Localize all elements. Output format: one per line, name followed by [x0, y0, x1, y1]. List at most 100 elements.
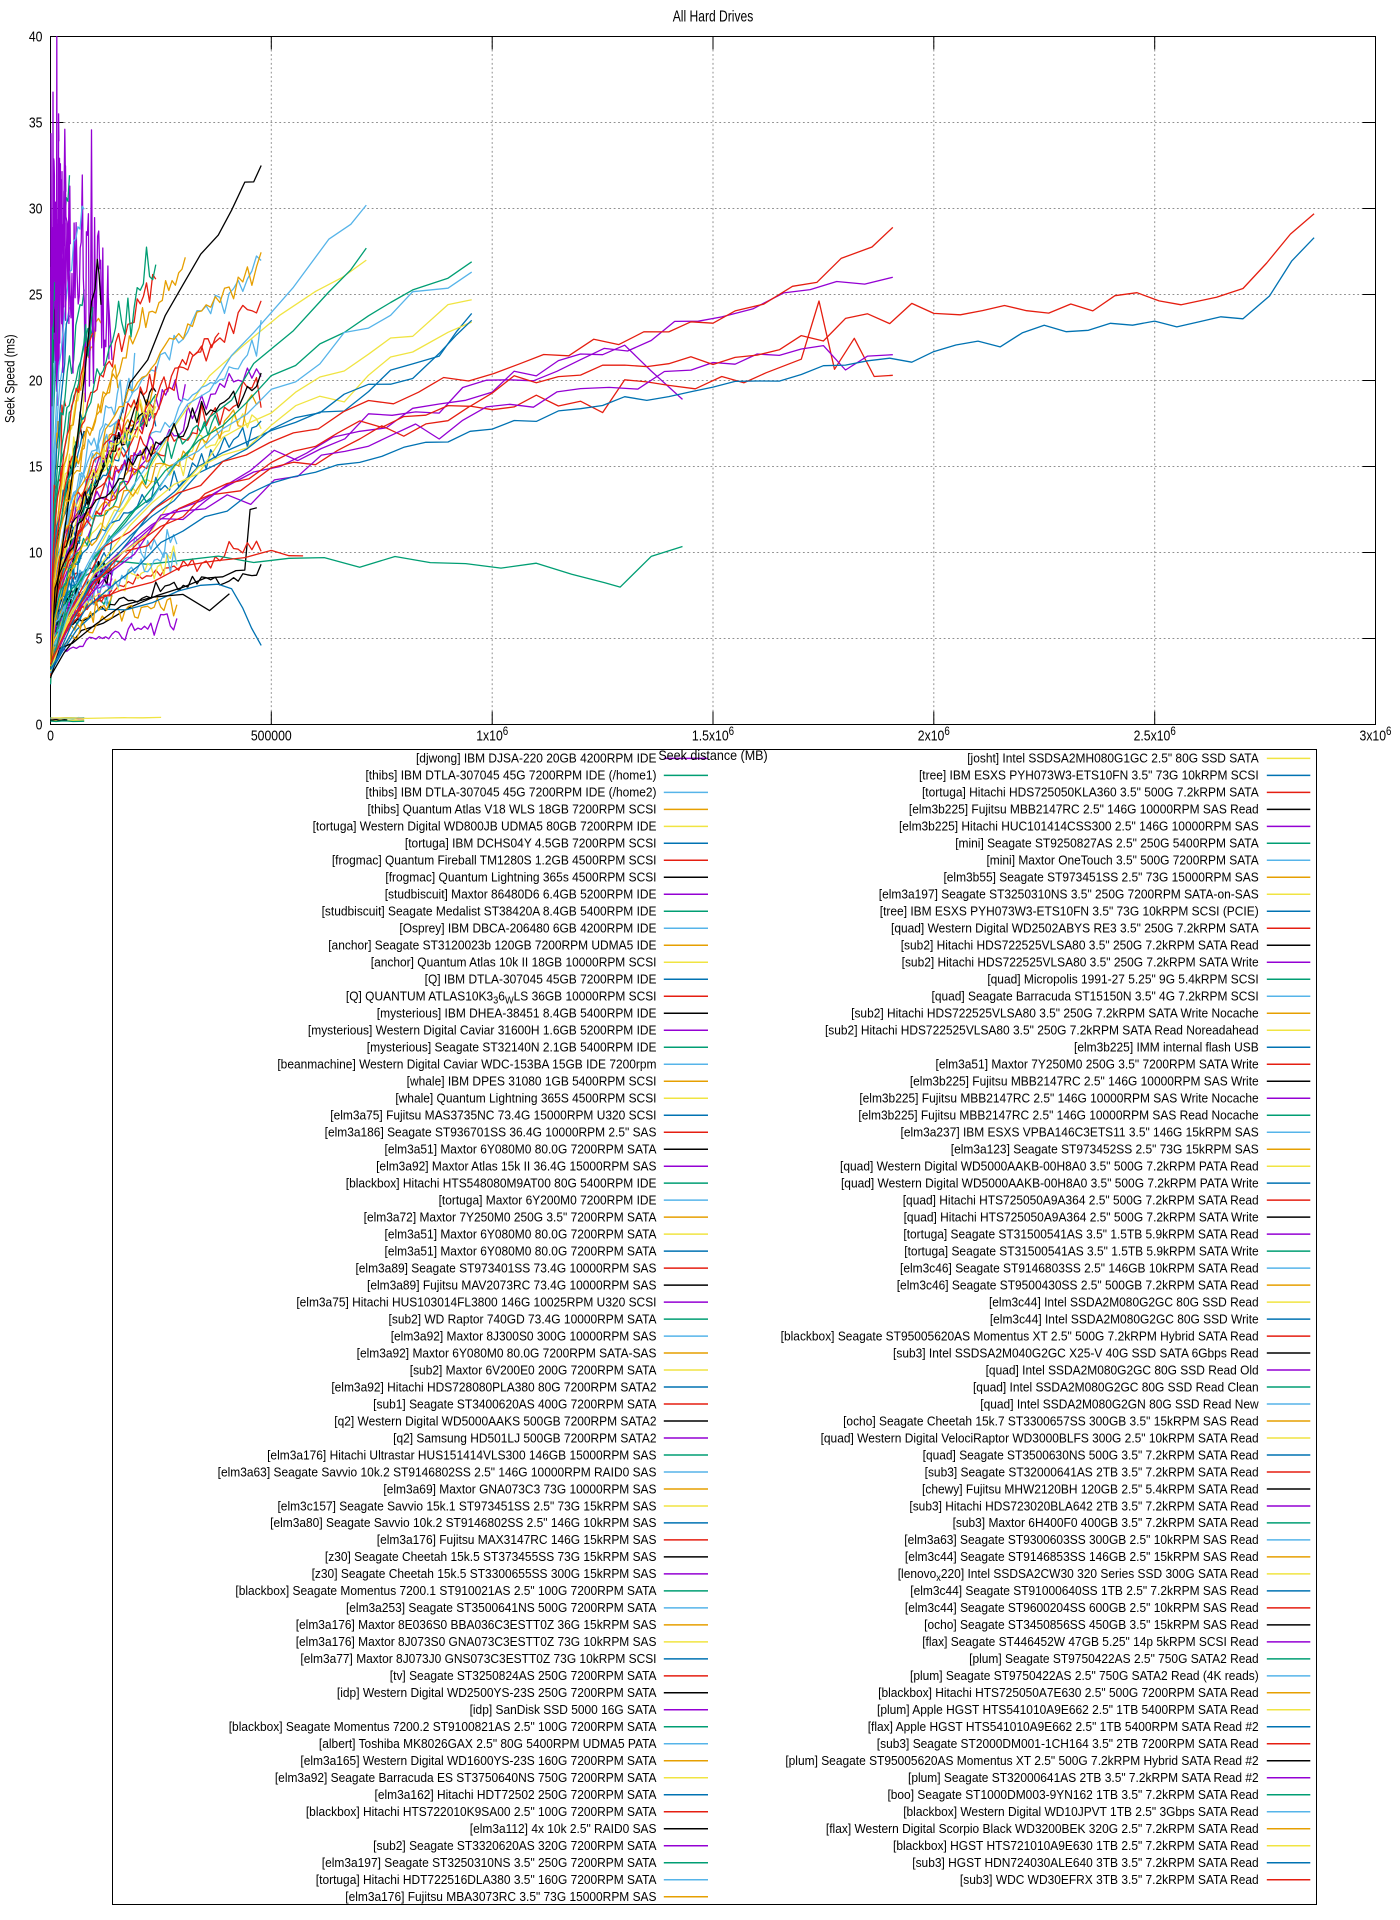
svg-text:[djwong] IBM DJSA-220 20GB 420: [djwong] IBM DJSA-220 20GB 4200RPM IDE	[416, 751, 657, 766]
svg-text:[elm3c157] Seagate Savvio 15k.: [elm3c157] Seagate Savvio 15k.1 ST973451…	[277, 1499, 656, 1514]
svg-text:[elm3a165] Western Digital WD1: [elm3a165] Western Digital WD1600YS-23S …	[300, 1754, 657, 1769]
svg-text:[tortuga] Western Digital WD80: [tortuga] Western Digital WD800JB UDMA5 …	[313, 819, 657, 834]
svg-text:[elm3b225] IMM internal flash: [elm3b225] IMM internal flash USB	[1074, 1040, 1259, 1055]
svg-text:[elm3a51] Maxtor 6Y080M0 80.0G: [elm3a51] Maxtor 6Y080M0 80.0G 7200RPM S…	[385, 1227, 658, 1242]
svg-text:All Hard Drives: All Hard Drives	[673, 7, 754, 25]
svg-text:10: 10	[29, 545, 43, 561]
svg-text:[sub2] Seagate ST3320620AS 320: [sub2] Seagate ST3320620AS 320G 7200RPM …	[373, 1839, 657, 1854]
svg-text:[elm3a253] Seagate ST3500641NS: [elm3a253] Seagate ST3500641NS 500G 7200…	[346, 1601, 657, 1616]
svg-text:[blackbox] Seagate ST95005620A: [blackbox] Seagate ST95005620AS Momentus…	[781, 1329, 1259, 1344]
svg-text:1x106: 1x106	[476, 725, 508, 743]
svg-text:[elm3a80] Seagate Savvio 10k.2: [elm3a80] Seagate Savvio 10k.2 ST9146802…	[270, 1516, 656, 1531]
svg-text:Seek distance (MB): Seek distance (MB)	[658, 747, 767, 763]
svg-text:[beanmachine] Western Digital: [beanmachine] Western Digital Caviar WDC…	[277, 1057, 656, 1072]
svg-text:[anchor] Quantum Atlas 10k II: [anchor] Quantum Atlas 10k II 18GB 10000…	[371, 955, 657, 970]
svg-text:[elm3a92] Hitachi HDS728080PLA: [elm3a92] Hitachi HDS728080PLA380 80G 72…	[331, 1380, 656, 1395]
svg-text:[mini] Seagate ST9250827AS 2.5: [mini] Seagate ST9250827AS 2.5" 250G 540…	[955, 836, 1259, 851]
svg-text:[elm3a176] Fujitsu MBA3073RC 3: [elm3a176] Fujitsu MBA3073RC 3.5" 73G 15…	[345, 1890, 656, 1905]
svg-text:[mini] Maxtor OneTouch 3.5" 50: [mini] Maxtor OneTouch 3.5" 500G 7200RPM…	[986, 853, 1259, 868]
svg-text:[sub3] Seagate ST2000DM001-1CH: [sub3] Seagate ST2000DM001-1CH164 3.5" 2…	[877, 1737, 1259, 1752]
svg-text:[elm3c46] Seagate ST9500430SS: [elm3c46] Seagate ST9500430SS 2.5" 500GB…	[897, 1278, 1259, 1293]
svg-text:[frogmac] Quantum Fireball TM1: [frogmac] Quantum Fireball TM1280S 1.2GB…	[332, 853, 657, 868]
svg-text:[blackbox] Seagate Momentus 72: [blackbox] Seagate Momentus 7200.1 ST910…	[235, 1584, 657, 1599]
svg-text:[tree] IBM ESXS PYH073W3-ETS10: [tree] IBM ESXS PYH073W3-ETS10FN 3.5" 73…	[880, 904, 1259, 919]
svg-text:[blackbox] Seagate Momentus 72: [blackbox] Seagate Momentus 7200.2 ST910…	[229, 1720, 657, 1735]
svg-text:[elm3c46] Seagate ST9146803SS: [elm3c46] Seagate ST9146803SS 2.5" 146GB…	[900, 1261, 1259, 1276]
svg-text:[quad] Hitachi HTS725050A9A364: [quad] Hitachi HTS725050A9A364 2.5" 500G…	[904, 1210, 1259, 1225]
svg-text:[blackbox] Hitachi HTS725050A7: [blackbox] Hitachi HTS725050A7E630 2.5" …	[878, 1686, 1259, 1701]
svg-text:[elm3a51] Maxtor 6Y080M0 80.0G: [elm3a51] Maxtor 6Y080M0 80.0G 7200RPM S…	[385, 1142, 658, 1157]
svg-text:Seek Speed (ms): Seek Speed (ms)	[3, 334, 18, 423]
svg-text:[flax] Apple HGST HTS541010A9E: [flax] Apple HGST HTS541010A9E662 2.5" 1…	[868, 1720, 1259, 1735]
svg-text:[elm3a237] IBM ESXS VPBA146C3E: [elm3a237] IBM ESXS VPBA146C3ETS11 3.5" …	[901, 1125, 1259, 1140]
svg-text:[Q] QUANTUM ATLAS10K336WLS 36G: [Q] QUANTUM ATLAS10K336WLS 36GB 10000RPM…	[346, 989, 657, 1007]
svg-text:[elm3a51] Maxtor 7Y250M0 250G: [elm3a51] Maxtor 7Y250M0 250G 3.5" 7200R…	[936, 1057, 1259, 1072]
svg-text:[thibs] IBM DTLA-307045 45G 72: [thibs] IBM DTLA-307045 45G 7200RPM IDE …	[365, 785, 656, 800]
svg-text:[thibs] IBM DTLA-307045 45G 72: [thibs] IBM DTLA-307045 45G 7200RPM IDE …	[365, 768, 656, 783]
svg-text:[elm3c44] Seagate ST9146853SS: [elm3c44] Seagate ST9146853SS 146GB 2.5"…	[905, 1550, 1259, 1565]
svg-text:[quad] Intel SSDA2M080G2GC 80G: [quad] Intel SSDA2M080G2GC 80G SSD Read …	[973, 1380, 1259, 1395]
svg-text:[whale] Quantum Lightning 365S: [whale] Quantum Lightning 365S 4500RPM S…	[395, 1091, 656, 1106]
svg-text:[plum] Seagate ST95005620AS Mo: [plum] Seagate ST95005620AS Momentus XT …	[785, 1754, 1258, 1769]
svg-text:[tortuga] IBM DCHS04Y 4.5GB 72: [tortuga] IBM DCHS04Y 4.5GB 7200RPM SCSI	[405, 836, 657, 851]
svg-text:[plum] Seagate ST9750422AS 2.5: [plum] Seagate ST9750422AS 2.5" 750G SAT…	[969, 1652, 1259, 1667]
svg-text:[quad] Seagate ST3500630NS 500: [quad] Seagate ST3500630NS 500G 3.5" 7.2…	[923, 1448, 1259, 1463]
svg-text:[elm3c44] Intel SSDA2M080G2GC: [elm3c44] Intel SSDA2M080G2GC 80G SSD Wr…	[990, 1312, 1259, 1327]
svg-text:5: 5	[36, 631, 43, 647]
svg-text:[elm3c44] Seagate ST9600204SS: [elm3c44] Seagate ST9600204SS 600GB 2.5"…	[905, 1601, 1259, 1616]
svg-text:[elm3a92] Seagate Barracuda ES: [elm3a92] Seagate Barracuda ES ST3750640…	[275, 1771, 657, 1786]
svg-text:35: 35	[29, 115, 43, 131]
svg-text:0: 0	[36, 717, 43, 733]
svg-text:2x106: 2x106	[918, 725, 950, 743]
svg-text:[sub2] Maxtor 6V200E0 200G 720: [sub2] Maxtor 6V200E0 200G 7200RPM SATA	[410, 1363, 657, 1378]
svg-text:[plum] Apple HGST HTS541010A9E: [plum] Apple HGST HTS541010A9E662 2.5" 1…	[877, 1703, 1259, 1718]
svg-text:20: 20	[29, 373, 43, 389]
svg-text:[elm3a89] Fujitsu MAV2073RC 73: [elm3a89] Fujitsu MAV2073RC 73.4G 10000R…	[367, 1278, 656, 1293]
svg-text:[studbiscuit] Seagate Medalist: [studbiscuit] Seagate Medalist ST38420A …	[322, 904, 657, 919]
svg-text:[idp] SanDisk SSD 5000 16G SAT: [idp] SanDisk SSD 5000 16G SATA	[470, 1703, 658, 1718]
svg-text:[josht] Intel SSDSA2MH080G1GC: [josht] Intel SSDSA2MH080G1GC 2.5" 80G S…	[967, 751, 1259, 766]
svg-text:[Osprey] IBM DBCA-206480 6GB 4: [Osprey] IBM DBCA-206480 6GB 4200RPM IDE	[399, 921, 656, 936]
svg-text:[quad] Intel SSDA2M080G2GC 80G: [quad] Intel SSDA2M080G2GC 80G SSD Read …	[986, 1363, 1259, 1378]
svg-text:[frogmac] Quantum Lightning 36: [frogmac] Quantum Lightning 365s 4500RPM…	[385, 870, 656, 885]
svg-text:[sub2] WD Raptor 740GD 73.4G 1: [sub2] WD Raptor 740GD 73.4G 10000RPM SA…	[389, 1312, 658, 1327]
svg-text:[q2] Samsung HD501LJ 500GB 720: [q2] Samsung HD501LJ 500GB 7200RPM SATA2	[393, 1431, 656, 1446]
svg-text:[boo] Seagate ST1000DM003-9YN1: [boo] Seagate ST1000DM003-9YN162 1TB 3.5…	[887, 1788, 1258, 1803]
svg-text:[sub3] HGST HDN724030ALE640 3T: [sub3] HGST HDN724030ALE640 3TB 3.5" 7.2…	[912, 1856, 1258, 1871]
svg-text:[quad] Western Digital VelociR: [quad] Western Digital VelociRaptor WD30…	[821, 1431, 1259, 1446]
svg-text:[sub2] Hitachi HDS722525VLSA80: [sub2] Hitachi HDS722525VLSA80 3.5" 250G…	[825, 1023, 1259, 1038]
svg-text:[blackbox] Hitachi HTS548080M9: [blackbox] Hitachi HTS548080M9AT00 80G 5…	[346, 1176, 657, 1191]
svg-text:[elm3a197] Seagate ST3250310NS: [elm3a197] Seagate ST3250310NS 3.5" 250G…	[322, 1856, 657, 1871]
svg-text:[mysterious] Seagate ST32140N: [mysterious] Seagate ST32140N 2.1GB 5400…	[367, 1040, 657, 1055]
svg-text:[chewy] Fujitsu MHW2120BH 120G: [chewy] Fujitsu MHW2120BH 120GB 2.5" 5.4…	[922, 1482, 1259, 1497]
svg-text:[elm3a51] Maxtor 6Y080M0 80.0G: [elm3a51] Maxtor 6Y080M0 80.0G 7200RPM S…	[385, 1244, 658, 1259]
svg-text:[thibs] Quantum Atlas V18 WLS: [thibs] Quantum Atlas V18 WLS 18GB 7200R…	[367, 802, 656, 817]
svg-text:0: 0	[47, 728, 54, 744]
svg-text:[tortuga] Seagate ST31500541AS: [tortuga] Seagate ST31500541AS 3.5" 1.5T…	[904, 1244, 1258, 1259]
svg-text:[blackbox] Hitachi HTS722010K9: [blackbox] Hitachi HTS722010K9SA00 2.5" …	[306, 1805, 657, 1820]
svg-text:[elm3b55] Seagate ST973451SS 2: [elm3b55] Seagate ST973451SS 2.5" 73G 15…	[943, 870, 1258, 885]
svg-text:[elm3b225] Hitachi HUC101414CS: [elm3b225] Hitachi HUC101414CSS300 2.5" …	[899, 819, 1259, 834]
svg-text:[elm3a77] Maxtor 8J073J0 GNS07: [elm3a77] Maxtor 8J073J0 GNS073C3ESTT0Z …	[300, 1652, 656, 1667]
svg-text:1.5x106: 1.5x106	[692, 725, 734, 743]
svg-text:[whale] IBM DPES 31080 1GB 540: [whale] IBM DPES 31080 1GB 5400RPM SCSI	[407, 1074, 657, 1089]
svg-text:[elm3b225] Fujitsu MBB2147RC 2: [elm3b225] Fujitsu MBB2147RC 2.5" 146G 1…	[910, 1074, 1259, 1089]
svg-text:[z30] Seagate Cheetah 15k.5 ST: [z30] Seagate Cheetah 15k.5 ST3300655SS …	[312, 1567, 657, 1582]
svg-text:[flax] Western Digital Scorpio: [flax] Western Digital Scorpio Black WD3…	[826, 1822, 1259, 1837]
svg-text:[quad] Intel SSDA2M080G2GN 80G: [quad] Intel SSDA2M080G2GN 80G SSD Read …	[980, 1397, 1259, 1412]
svg-text:[elm3a72] Maxtor 7Y250M0 250G: [elm3a72] Maxtor 7Y250M0 250G 3.5" 7200R…	[364, 1210, 657, 1225]
svg-text:[elm3a176] Fujitsu MAX3147RC 1: [elm3a176] Fujitsu MAX3147RC 146G 15kRPM…	[377, 1533, 657, 1548]
svg-text:[elm3a63] Seagate ST9300603SS: [elm3a63] Seagate ST9300603SS 300GB 2.5"…	[904, 1533, 1259, 1548]
svg-text:2.5x106: 2.5x106	[1134, 725, 1176, 743]
svg-text:3x106: 3x106	[1360, 725, 1392, 743]
svg-text:[elm3a123] Seagate ST973452SS: [elm3a123] Seagate ST973452SS 2.5" 73G 1…	[951, 1142, 1259, 1157]
svg-text:500000: 500000	[251, 728, 292, 744]
svg-text:[idp] Western Digital WD2500YS: [idp] Western Digital WD2500YS-23S 250G …	[337, 1686, 657, 1701]
svg-text:[tv] Seagate ST3250824AS 250G: [tv] Seagate ST3250824AS 250G 7200RPM SA…	[390, 1669, 657, 1684]
svg-text:[tortuga] Hitachi HDS725050KLA: [tortuga] Hitachi HDS725050KLA360 3.5" 5…	[922, 785, 1259, 800]
svg-text:[quad] Seagate Barracuda ST151: [quad] Seagate Barracuda ST15150N 3.5" 4…	[932, 989, 1259, 1004]
svg-text:[elm3a186] Seagate ST936701SS: [elm3a186] Seagate ST936701SS 36.4G 1000…	[325, 1125, 657, 1140]
svg-text:[elm3b225] Fujitsu MBB2147RC 2: [elm3b225] Fujitsu MBB2147RC 2.5" 146G 1…	[909, 802, 1259, 817]
svg-text:[sub3] Maxtor 6H400F0 400GB 3.: [sub3] Maxtor 6H400F0 400GB 3.5" 7.2kRPM…	[953, 1516, 1259, 1531]
svg-text:[ocho] Seagate Cheetah 15k.7 S: [ocho] Seagate Cheetah 15k.7 ST3300657SS…	[843, 1414, 1259, 1429]
